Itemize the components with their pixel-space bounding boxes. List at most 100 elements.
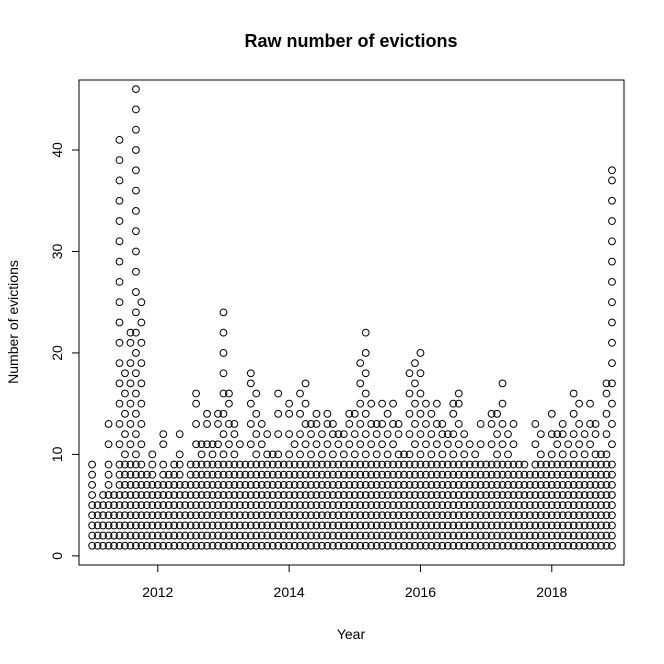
y-tick-label: 20 — [49, 345, 65, 361]
data-point — [515, 541, 523, 550]
data-point — [170, 470, 179, 479]
data-point — [290, 440, 299, 449]
data-point — [476, 531, 485, 540]
data-point — [329, 470, 337, 479]
data-point — [378, 440, 387, 449]
data-point — [219, 369, 228, 378]
data-point — [411, 491, 419, 499]
data-point — [378, 480, 387, 489]
data-point — [394, 491, 403, 499]
data-point — [279, 511, 288, 520]
data-point — [520, 541, 529, 550]
data-point — [126, 501, 135, 510]
data-point — [274, 460, 283, 469]
data-point — [115, 491, 124, 499]
data-point — [602, 491, 611, 499]
data-point — [515, 480, 523, 489]
data-point — [170, 521, 179, 530]
data-point — [88, 511, 97, 520]
data-point — [170, 531, 179, 540]
data-point — [279, 491, 288, 499]
data-point — [504, 450, 512, 459]
data-point — [367, 521, 376, 530]
data-point — [307, 521, 315, 530]
data-point — [126, 531, 135, 540]
data-point — [493, 521, 501, 530]
data-point — [318, 521, 326, 530]
data-point — [378, 491, 387, 499]
data-point — [504, 521, 512, 530]
data-point — [498, 379, 507, 388]
data-point — [214, 531, 222, 540]
data-point — [378, 470, 387, 479]
data-point — [465, 480, 474, 489]
data-point — [208, 491, 217, 499]
data-point — [460, 511, 469, 520]
data-point — [575, 440, 584, 449]
data-point — [307, 511, 315, 520]
data-point — [339, 501, 348, 510]
data-point — [367, 460, 376, 469]
data-point — [350, 470, 359, 479]
data-point — [318, 491, 326, 499]
data-point — [181, 511, 190, 520]
data-point — [438, 470, 447, 479]
data-point — [142, 511, 151, 520]
data-point — [285, 409, 294, 418]
data-point — [159, 460, 168, 469]
data-point — [608, 379, 616, 388]
data-point — [547, 501, 556, 510]
data-point — [345, 531, 354, 540]
data-point — [608, 531, 616, 540]
data-point — [235, 491, 244, 499]
data-point — [361, 450, 370, 459]
data-point — [471, 501, 480, 510]
data-point — [329, 501, 337, 510]
data-point — [504, 460, 512, 469]
data-point — [197, 531, 206, 540]
data-point — [115, 338, 124, 347]
data-point — [307, 420, 315, 428]
data-point — [525, 491, 534, 499]
data-point — [323, 531, 332, 540]
data-point — [405, 521, 414, 530]
data-point — [301, 379, 310, 388]
data-point — [509, 420, 518, 428]
data-point — [493, 430, 501, 439]
data-point — [591, 420, 600, 428]
data-point — [192, 521, 201, 530]
data-point — [175, 521, 184, 530]
data-point — [246, 420, 255, 428]
data-point — [608, 338, 616, 347]
data-point — [525, 501, 534, 510]
data-point — [137, 460, 146, 469]
data-point — [367, 511, 376, 520]
data-point — [405, 501, 414, 510]
data-point — [329, 521, 337, 530]
data-point — [208, 450, 217, 459]
data-point — [312, 440, 321, 449]
data-point — [422, 460, 430, 469]
data-point — [329, 511, 337, 520]
data-point — [192, 460, 201, 469]
data-point — [569, 460, 578, 469]
data-point — [225, 389, 233, 398]
data-point — [531, 511, 540, 520]
data-point — [318, 511, 326, 520]
data-point — [235, 501, 244, 510]
data-point — [608, 399, 616, 408]
data-point — [482, 470, 491, 479]
data-point — [454, 389, 463, 398]
data-point — [400, 470, 408, 479]
data-point — [296, 430, 304, 439]
data-point — [536, 450, 545, 459]
data-point — [290, 460, 299, 469]
data-point — [219, 450, 228, 459]
data-point — [137, 338, 146, 347]
data-point — [422, 501, 430, 510]
data-point — [536, 501, 545, 510]
data-point — [597, 521, 605, 530]
data-point — [372, 470, 381, 479]
data-point — [132, 206, 140, 215]
data-point — [498, 501, 507, 510]
